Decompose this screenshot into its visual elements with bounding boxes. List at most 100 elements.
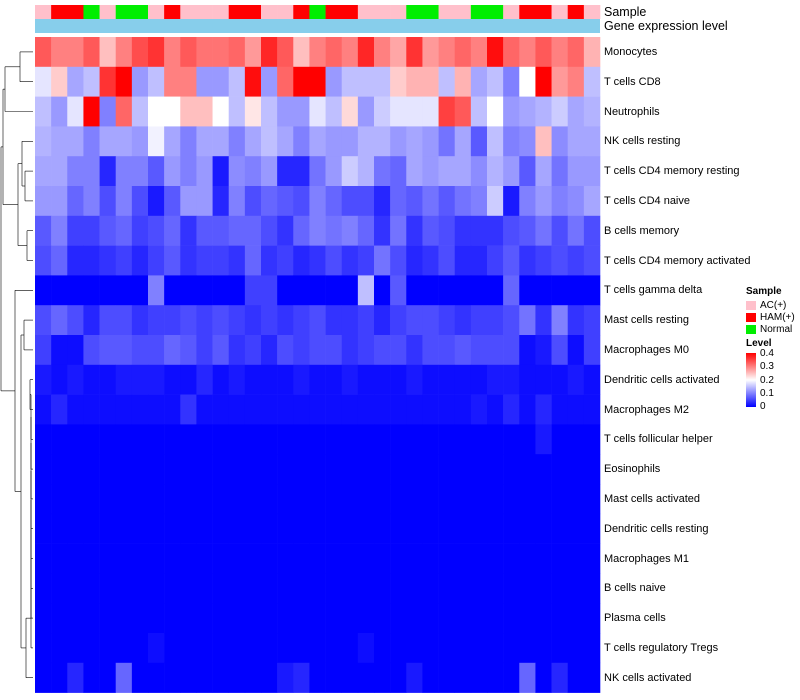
heatmap-cell (244, 186, 262, 217)
heatmap-cell (390, 126, 407, 157)
heatmap-cell (180, 335, 197, 366)
heatmap-cell (567, 662, 585, 693)
heatmap-cell (374, 543, 391, 574)
heatmap-cell (583, 573, 601, 604)
heatmap-cell (567, 245, 585, 276)
heatmap-cell (567, 394, 585, 425)
heatmap-cell (99, 364, 117, 395)
heatmap-cell (309, 484, 326, 515)
heatmap-cell (196, 275, 213, 306)
heatmap-cell (115, 633, 133, 664)
heatmap-cell (374, 126, 391, 157)
heatmap-cell (180, 364, 197, 395)
heatmap-cell (357, 543, 375, 574)
heatmap-cell (228, 126, 246, 157)
heatmap-cell (390, 662, 407, 693)
heatmap-cell (438, 156, 456, 187)
heatmap-cell (519, 364, 536, 395)
heatmap-cell (131, 543, 149, 574)
heatmap-cell (212, 305, 230, 336)
heatmap-cell (341, 603, 359, 634)
heatmap-cell (422, 364, 439, 395)
sample-track-label: Sample (604, 5, 647, 19)
heatmap-cell (390, 543, 407, 574)
heatmap-cell (551, 66, 569, 97)
heatmap-cell (470, 335, 488, 366)
heatmap-cell (374, 454, 391, 485)
heatmap-cell (551, 275, 569, 306)
heatmap-cell (374, 394, 391, 425)
sample-annotation-cell (180, 5, 197, 19)
sample-annotation-cell (309, 5, 326, 19)
heatmap-cell (212, 662, 230, 693)
heatmap-cell (309, 335, 326, 366)
heatmap-cell (406, 394, 423, 425)
heatmap-cell (83, 484, 100, 515)
heatmap-cell (438, 633, 456, 664)
heatmap-cell (535, 156, 552, 187)
heatmap-cell (148, 186, 165, 217)
heatmap-cell (35, 37, 52, 68)
heatmap-cell (212, 513, 230, 544)
heatmap-cell (567, 156, 585, 187)
heatmap-cell (131, 156, 149, 187)
heatmap-cell (99, 186, 117, 217)
heatmap-cell (535, 215, 552, 246)
heatmap-cell (454, 484, 472, 515)
heatmap-cell (567, 37, 585, 68)
heatmap-cell (196, 484, 213, 515)
heatmap-cell (357, 156, 375, 187)
heatmap-cell (438, 305, 456, 336)
heatmap-cell (148, 335, 165, 366)
heatmap-cell (51, 186, 68, 217)
heatmap-cell (99, 424, 117, 455)
heatmap-cell (99, 454, 117, 485)
heatmap-cell (470, 484, 488, 515)
heatmap-cell (357, 126, 375, 157)
heatmap-cell (244, 603, 262, 634)
heatmap-cell (228, 603, 246, 634)
legend-label-ham: HAM(+) (760, 312, 795, 323)
heatmap-cell (535, 454, 552, 485)
heatmap-cell (357, 454, 375, 485)
heatmap-cell (293, 394, 310, 425)
heatmap-cell (341, 66, 359, 97)
heatmap-cell (99, 394, 117, 425)
heatmap-cell (196, 305, 213, 336)
heatmap-cell (535, 394, 552, 425)
heatmap-cell (244, 484, 262, 515)
heatmap-cell (244, 662, 262, 693)
heatmap-cell (115, 245, 133, 276)
heatmap-cell (293, 215, 310, 246)
heatmap-cell (293, 305, 310, 336)
heatmap-cell (196, 454, 213, 485)
row-label: Macrophages M1 (604, 552, 689, 565)
heatmap-cell (67, 245, 84, 276)
heatmap-cell (470, 394, 488, 425)
heatmap-cell (212, 454, 230, 485)
heatmap-cell (196, 543, 213, 574)
heatmap-cell (99, 484, 117, 515)
heatmap-cell (325, 424, 343, 455)
heatmap-cell (51, 633, 68, 664)
heatmap-cell (406, 424, 423, 455)
heatmap-cell (277, 454, 294, 485)
heatmap-cell (438, 662, 456, 693)
heatmap-cell (422, 275, 439, 306)
heatmap-cell (67, 305, 84, 336)
heatmap-cell (487, 603, 504, 634)
heatmap-cell (196, 186, 213, 217)
heatmap-cell (422, 662, 439, 693)
heatmap-cell (583, 484, 601, 515)
heatmap-cell (341, 335, 359, 366)
heatmap-cell (519, 66, 536, 97)
heatmap-cell (519, 454, 536, 485)
heatmap-cell (454, 543, 472, 574)
row-label: Eosinophils (604, 463, 661, 476)
sample-annotation-cell (277, 5, 294, 19)
heatmap-cell (148, 662, 165, 693)
level-tick-0.1: 0.1 (760, 388, 774, 399)
heatmap-cell (422, 66, 439, 97)
sample-annotation-cell (131, 5, 149, 19)
heatmap-cell (519, 543, 536, 574)
